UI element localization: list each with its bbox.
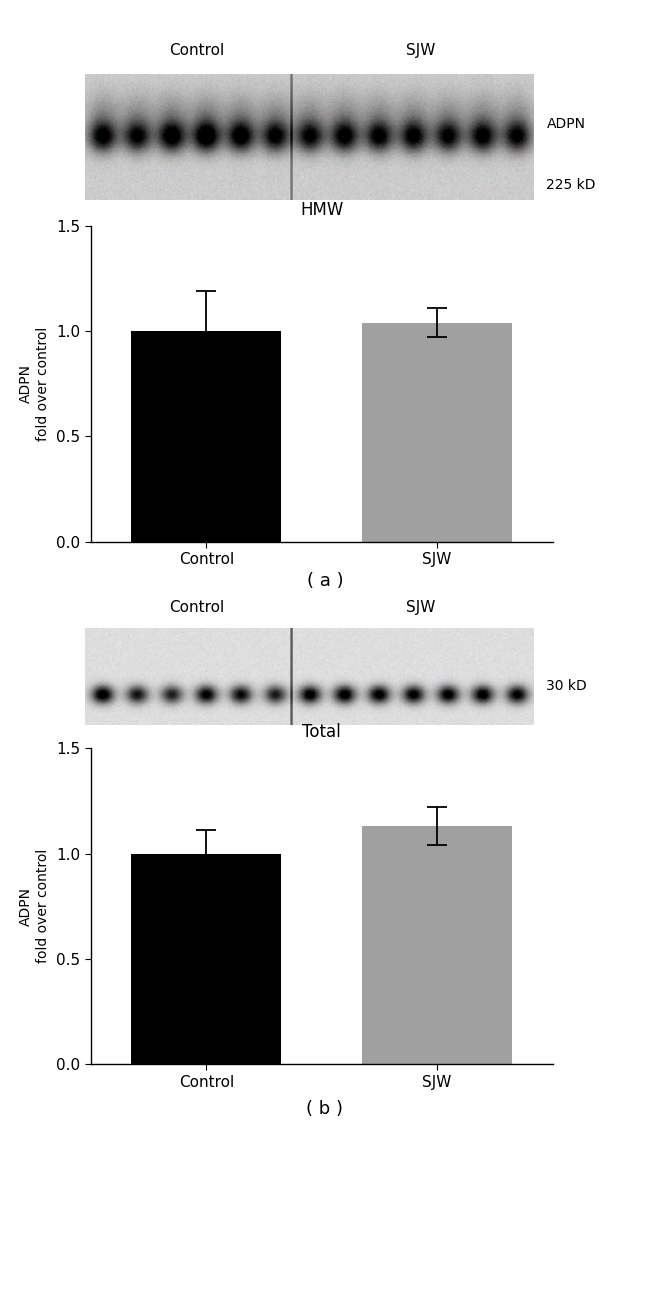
Text: ( a ): ( a ) — [307, 571, 343, 590]
Title: HMW: HMW — [300, 201, 343, 218]
Text: Control: Control — [169, 44, 224, 58]
Text: ( b ): ( b ) — [307, 1100, 343, 1118]
Y-axis label: ADPN
fold over control: ADPN fold over control — [20, 326, 49, 441]
Bar — [131, 332, 281, 542]
Bar — [131, 854, 281, 1064]
Title: Total: Total — [302, 724, 341, 740]
Text: Control: Control — [169, 600, 224, 615]
Bar — [362, 826, 512, 1064]
Text: ADPN: ADPN — [547, 117, 586, 132]
Text: SJW: SJW — [406, 600, 436, 615]
Bar — [362, 322, 512, 542]
Text: SJW: SJW — [406, 44, 436, 58]
Text: 30 kD: 30 kD — [547, 680, 587, 693]
Y-axis label: ADPN
fold over control: ADPN fold over control — [20, 849, 49, 964]
Text: 225 kD: 225 kD — [547, 178, 596, 192]
